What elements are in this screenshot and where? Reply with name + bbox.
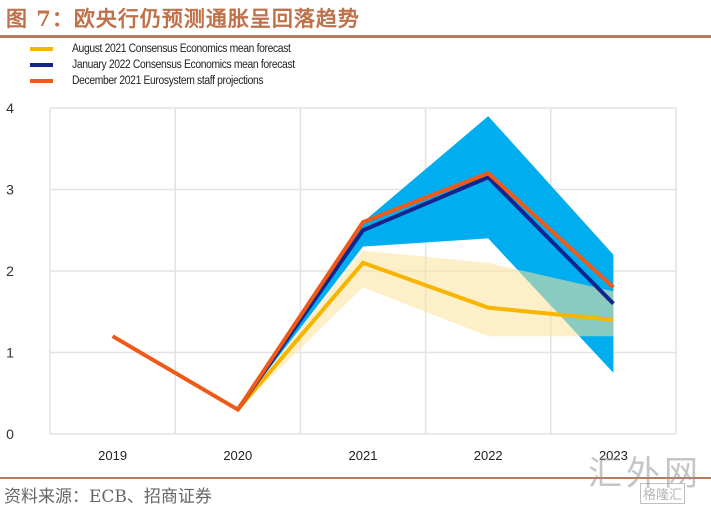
forecast-band [237, 116, 614, 410]
legend-label: August 2021 Consensus Economics mean for… [72, 43, 291, 55]
chart-title: 图 7：欧央行仍预测通胀呈回落趋势 [6, 6, 360, 31]
legend-item-january-2022: January 2022 Consensus Economics mean fo… [30, 57, 320, 73]
x-tick-label: 2021 [349, 448, 378, 463]
watermark: 汇外网 [588, 454, 702, 494]
x-tick-label: 2020 [223, 448, 252, 463]
watermark-badge: 格隆汇 [640, 483, 686, 504]
source-note: 资料来源：ECB、招商证券 [4, 487, 212, 507]
x-tick-label: 2019 [98, 448, 127, 463]
y-tick-label: 1 [6, 345, 14, 361]
footer-divider [0, 477, 711, 479]
legend-swatch [30, 47, 53, 51]
legend-item-december-2021: December 2021 Eurosystem staff projectio… [30, 73, 320, 89]
legend-item-august-2021: August 2021 Consensus Economics mean for… [30, 41, 320, 57]
y-tick-label: 4 [6, 100, 14, 116]
legend-label: January 2022 Consensus Economics mean fo… [72, 59, 295, 71]
forecast-band [237, 250, 614, 410]
x-tick-label: 2023 [599, 448, 628, 463]
series-line [236, 174, 615, 411]
legend-label: December 2021 Eurosystem staff projectio… [72, 75, 264, 87]
x-tick-label: 2022 [474, 448, 503, 463]
legend-swatch [30, 63, 53, 67]
y-tick-label: 0 [6, 426, 14, 442]
legend-swatch [30, 79, 53, 83]
series-line [236, 260, 614, 411]
y-tick-label: 2 [6, 263, 14, 279]
legend: August 2021 Consensus Economics mean for… [30, 41, 320, 89]
title-divider [0, 35, 711, 38]
y-tick-label: 3 [6, 182, 14, 198]
